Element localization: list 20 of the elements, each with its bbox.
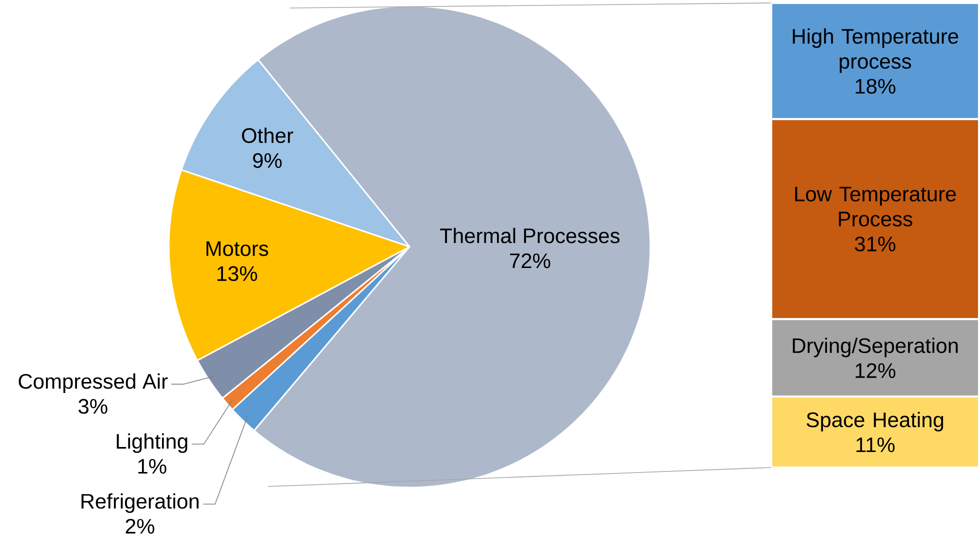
- slice-label: Refrigeration: [82, 493, 199, 513]
- data-label: 12%: [856, 362, 896, 378]
- data-label: 9%: [253, 152, 282, 168]
- series-label: High Temperature process: [792, 28, 958, 73]
- series-label: Drying/Seperation: [792, 337, 958, 358]
- data-label: 1%: [138, 458, 166, 474]
- data-label: 2%: [126, 518, 154, 534]
- data-label: 31%: [854, 236, 896, 252]
- series-label: Low Temperature Process: [795, 186, 956, 226]
- slice-label: Other: [242, 127, 294, 143]
- slice-label: Motors: [206, 241, 268, 256]
- series-label: Space Heating: [806, 412, 944, 432]
- data-label: 18%: [856, 78, 896, 94]
- data-label: 11%: [856, 437, 895, 452]
- data-label: 72%: [510, 253, 550, 268]
- data-label: 3%: [78, 398, 108, 414]
- slice-label: Thermal Processes: [440, 228, 620, 244]
- slice-label: Lighting: [116, 433, 188, 453]
- slice-label: Compressed Air: [18, 373, 168, 393]
- data-label: 13%: [217, 266, 258, 281]
